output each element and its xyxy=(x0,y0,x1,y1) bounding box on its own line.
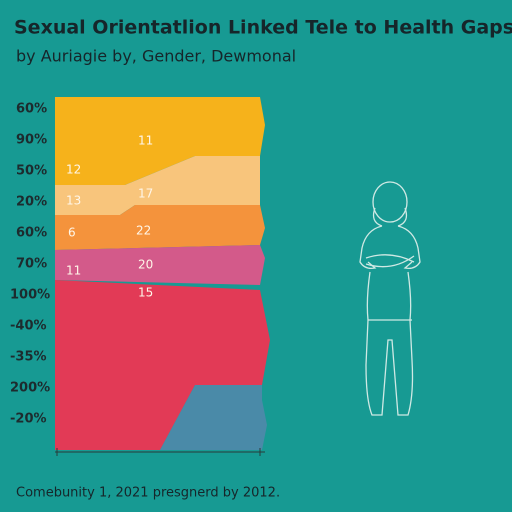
band-label: 20 xyxy=(138,258,153,272)
y-label: -20% xyxy=(10,412,47,427)
band-label: 11 xyxy=(138,134,153,148)
chart-title: Sexual Orientatlion Linked Tele to Healt… xyxy=(14,17,512,39)
figure-head xyxy=(372,181,408,223)
y-labels: 60% 90% 50% 20% 60% 70% 100% -40% -35% 2… xyxy=(10,102,50,427)
y-label: -40% xyxy=(10,319,47,334)
bands xyxy=(55,97,270,450)
figure-arms xyxy=(365,254,415,268)
figure-body xyxy=(365,271,414,416)
y-label: 20% xyxy=(16,195,47,210)
y-label: -35% xyxy=(10,350,47,365)
y-label: 60% xyxy=(16,226,47,241)
band-red xyxy=(55,280,270,450)
band-label: 6 xyxy=(68,226,76,240)
band-label: 15 xyxy=(138,286,153,300)
y-label: 70% xyxy=(16,257,47,272)
footer: Comebunity 1, 2021 presgnerd by 2012. xyxy=(16,486,280,501)
y-label: 90% xyxy=(16,133,47,148)
figure-hair xyxy=(372,207,408,227)
y-label: 200% xyxy=(10,381,50,396)
y-label: 50% xyxy=(16,164,47,179)
figure-shoulders xyxy=(359,225,421,270)
band-label: 13 xyxy=(66,194,81,208)
band-orange xyxy=(55,205,265,250)
band-pink xyxy=(55,245,265,285)
band-label: 12 xyxy=(66,163,81,177)
band-label: 11 xyxy=(66,264,81,278)
chart-subtitle: by Auriagie by, Gender, Dewmonal xyxy=(16,47,296,66)
band-label: 22 xyxy=(136,224,151,238)
y-label: 100% xyxy=(10,288,50,303)
band-labels: 11 12 17 13 6 22 11 20 15 xyxy=(66,134,153,300)
band-light-orange xyxy=(55,156,260,215)
band-blue xyxy=(160,385,267,450)
band-yellow xyxy=(55,97,265,185)
band-label: 17 xyxy=(138,187,153,201)
figure xyxy=(359,181,421,416)
y-label: 60% xyxy=(16,102,47,117)
